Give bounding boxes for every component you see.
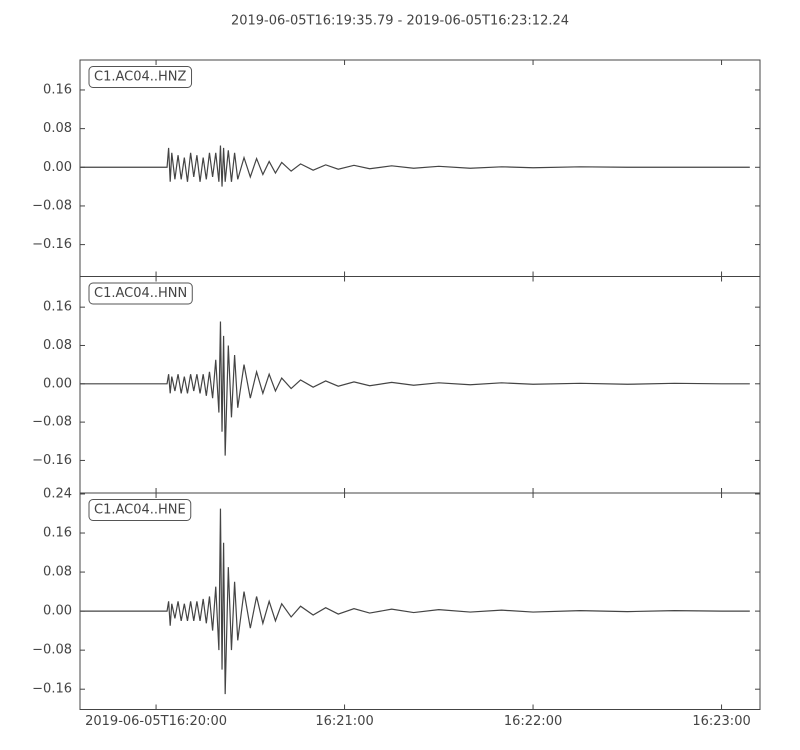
y-tick-label: 0.08 [43, 121, 72, 136]
x-tick-label: 16:22:00 [504, 714, 562, 729]
trace-label: C1.AC04..HNN [94, 286, 187, 301]
trace-label-box [88, 66, 193, 88]
y-tick-label: 0.08 [43, 338, 72, 353]
y-tick-label: 0.16 [43, 526, 72, 541]
plot-area [80, 321, 750, 456]
trace-label-box [88, 282, 193, 305]
chart-title: 2019-06-05T16:19:35.79 - 2019-06-05T16:2… [231, 14, 569, 29]
y-tick-label: 0.00 [43, 604, 72, 619]
panel-frame [79, 492, 761, 710]
x-tick-label: 16:21:00 [315, 714, 373, 729]
trace-label-box [88, 499, 192, 521]
y-tick-label: −0.16 [32, 237, 72, 252]
trace-label: C1.AC04..HNZ [94, 70, 187, 85]
waveform [80, 321, 750, 456]
trace-label: C1.AC04..HNE [94, 503, 186, 518]
y-tick-label: −0.16 [32, 453, 72, 468]
plot-area [80, 145, 750, 187]
x-tick-label: 2019-06-05T16:20:00 [85, 714, 227, 729]
x-tick-label: 16:23:00 [692, 714, 750, 729]
y-tick-label: −0.08 [32, 643, 72, 658]
y-tick-label: 0.00 [43, 376, 72, 391]
waveform [80, 508, 750, 695]
y-tick-label: 0.00 [43, 160, 72, 175]
y-tick-label: −0.16 [32, 682, 72, 697]
y-tick-label: 0.16 [43, 82, 72, 97]
plot-area [80, 508, 750, 695]
y-tick-label: 0.08 [43, 565, 72, 580]
y-tick-label: −0.08 [32, 415, 72, 430]
y-tick-label: 0.16 [43, 300, 72, 315]
y-tick-label: −0.08 [32, 198, 72, 213]
y-tick-label: 0.24 [43, 486, 72, 501]
waveform [80, 145, 750, 187]
